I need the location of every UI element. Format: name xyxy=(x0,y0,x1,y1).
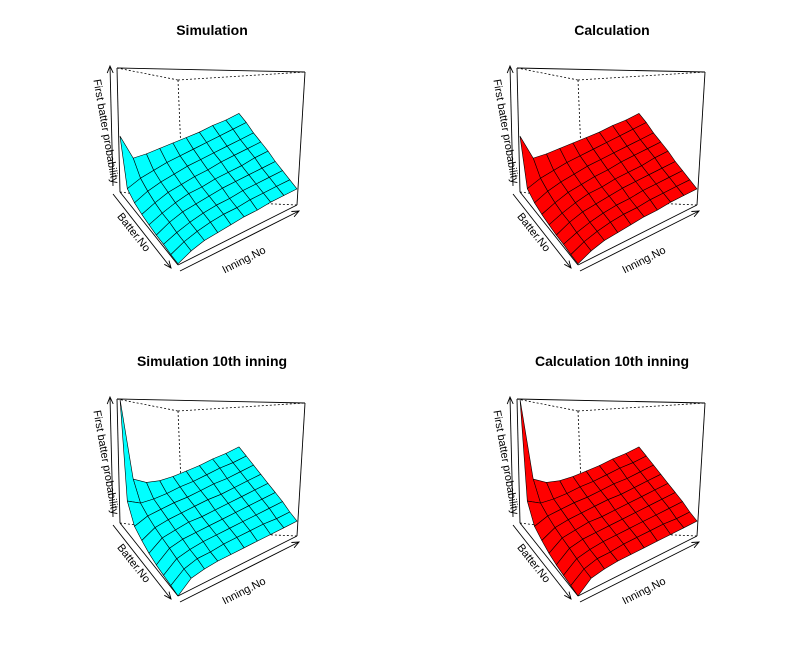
box-edge xyxy=(119,191,179,266)
panel-title: Calculation 10th inning xyxy=(535,353,689,369)
box-edge xyxy=(577,204,698,266)
batter-axis-arrow-head xyxy=(164,591,172,600)
box-hidden-edge xyxy=(516,398,579,412)
batter-axis-arrow xyxy=(512,193,572,269)
probability-axis-arrow-head xyxy=(106,395,114,405)
box-hidden-edge xyxy=(577,71,706,81)
surface-facet xyxy=(570,241,592,265)
probability-axis-label: First batter probability xyxy=(90,78,120,185)
probability-axis-arrow xyxy=(509,396,514,518)
box-edge xyxy=(119,522,179,597)
box-edge xyxy=(519,522,579,597)
box-edge xyxy=(696,71,706,206)
inning-axis-arrow-head xyxy=(691,210,701,218)
panel-title: Simulation 10th inning xyxy=(137,353,287,369)
inning-axis-arrow-head xyxy=(691,541,701,549)
panel-simulation-10th-inning: Simulation 10th inning Batter.NoInning.N… xyxy=(90,353,306,607)
inning-axis-arrow xyxy=(179,541,300,603)
panel-calculation-10th-inning: Calculation 10th inning Batter.NoInning.… xyxy=(490,353,706,607)
probability-axis-label: First batter probability xyxy=(490,78,520,185)
box-hidden-edge xyxy=(177,402,306,412)
box-hidden-edge xyxy=(577,402,706,412)
surface-facet xyxy=(170,241,192,265)
inning-axis-arrow xyxy=(579,210,700,272)
box-edge xyxy=(177,204,298,266)
box-edge xyxy=(296,402,306,537)
batter-axis-arrow xyxy=(512,524,572,600)
inning-axis-label: Inning.No xyxy=(220,244,267,276)
box-edge xyxy=(577,535,698,597)
probability-axis-arrow xyxy=(509,65,514,187)
probability-axis-arrow-head xyxy=(506,395,514,405)
box-edge xyxy=(516,67,521,193)
box-edge xyxy=(296,71,306,206)
inning-axis-arrow-head xyxy=(291,210,301,218)
batter-axis-arrow-head xyxy=(564,260,572,269)
inning-axis-arrow xyxy=(579,541,700,603)
box-hidden-edge xyxy=(116,67,179,81)
box-edge xyxy=(516,398,521,524)
probability-axis-arrow-head xyxy=(506,64,514,74)
probability-axis-label: First batter probability xyxy=(490,409,520,516)
box-edge xyxy=(116,398,121,524)
inning-axis-label: Inning.No xyxy=(220,575,267,607)
box-hidden-edge xyxy=(516,67,579,81)
box-edge xyxy=(696,402,706,537)
panel-title: Calculation xyxy=(574,22,649,38)
inning-axis-arrow xyxy=(179,210,300,272)
box-edge xyxy=(177,535,298,597)
box-hidden-edge xyxy=(177,71,306,81)
inning-axis-label: Inning.No xyxy=(620,575,667,607)
inning-axis-arrow-head xyxy=(291,541,301,549)
batter-axis-arrow-head xyxy=(164,260,172,269)
box-edge xyxy=(116,67,121,193)
probability-axis-arrow xyxy=(109,396,114,518)
panel-title: Simulation xyxy=(176,22,248,38)
box-edge xyxy=(116,398,306,404)
probability-axis-arrow xyxy=(109,65,114,187)
box-hidden-edge xyxy=(116,398,179,412)
batter-axis-arrow-head xyxy=(564,591,572,600)
inning-axis-label: Inning.No xyxy=(620,244,667,276)
box-edge xyxy=(116,67,306,73)
box-edge xyxy=(516,67,706,73)
box-edge xyxy=(516,398,706,404)
box-edge xyxy=(519,191,579,266)
probability-axis-label: First batter probability xyxy=(90,409,120,516)
batter-axis-arrow xyxy=(112,193,172,269)
probability-axis-arrow-head xyxy=(106,64,114,74)
batter-axis-arrow xyxy=(112,524,172,600)
